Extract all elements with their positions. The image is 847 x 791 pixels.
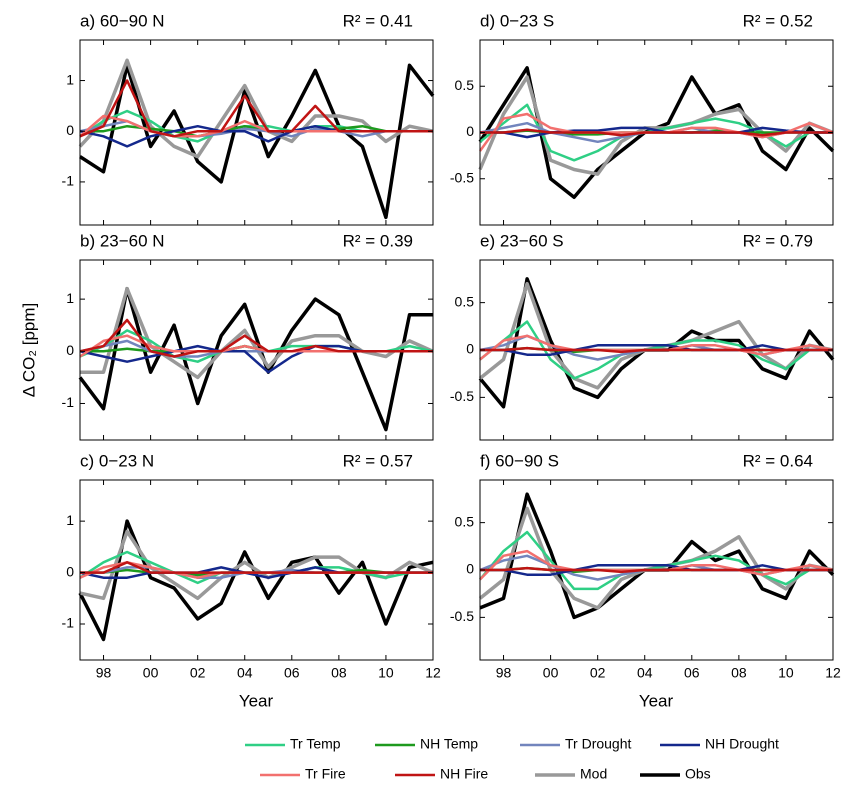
y-tick-label: 0 [466,341,474,357]
legend-label: Tr Fire [305,766,346,782]
y-tick-label: 1 [66,512,74,528]
series-line [480,564,833,576]
legend-label: NH Drought [705,736,779,752]
y-tick-label: 1 [66,290,74,306]
series-line [478,75,834,176]
legend-label: NH Temp [420,736,478,752]
series-line [80,561,433,574]
legend-label: Mod [580,766,607,782]
annotation: R² = 0.64 [743,451,813,470]
series-line [79,318,433,358]
x-tick-label: 12 [825,665,841,681]
x-axis-label: Year [639,691,674,710]
y-tick-label: -1 [62,615,75,631]
x-tick-label: 12 [425,665,441,681]
annotation: R² = 0.39 [343,231,413,250]
x-tick-label: 06 [284,665,300,681]
y-tick-label: -1 [62,394,75,410]
series-line [79,63,435,220]
y-tick-label: -1 [62,173,75,189]
y-tick-label: 0 [66,342,74,358]
panel-title: c) 0−23 N [80,451,154,470]
y-tick-label: 1 [66,71,74,87]
legend-label: Tr Drought [565,736,632,752]
y-tick-label: -0.5 [450,608,474,624]
y-tick-label: 0 [66,563,74,579]
series-line [78,58,434,159]
annotation: R² = 0.41 [343,11,413,30]
x-tick-label: 02 [590,665,606,681]
x-tick-label: 10 [378,665,394,681]
series-line [79,79,433,138]
plot-frame [79,39,434,226]
series-line [480,346,833,354]
plot-frame [479,39,834,226]
plot-frame [479,259,834,441]
annotation: R² = 0.57 [343,451,413,470]
plot-frame [79,259,434,441]
panel-title: e) 23−60 S [480,231,564,250]
x-tick-label: 98 [496,665,512,681]
plot-frame [479,479,834,661]
series-line [480,566,833,574]
plot-frame [79,479,434,661]
series-line [480,344,833,356]
x-axis-label: Year [239,691,274,710]
x-tick-label: 98 [96,665,112,681]
annotation: R² = 0.52 [743,11,813,30]
x-tick-label: 04 [237,665,253,681]
x-tick-label: 06 [684,665,700,681]
panel-title: d) 0−23 S [480,11,554,30]
panel-title: a) 60−90 N [80,11,165,30]
legend-label: Obs [685,766,711,782]
x-tick-label: 02 [190,665,206,681]
x-tick-label: 08 [331,665,347,681]
y-axis-label: Δ CO₂ [ppm] [19,303,38,397]
series-line [478,281,834,390]
y-tick-label: -0.5 [450,169,474,185]
x-tick-label: 04 [637,665,653,681]
x-tick-label: 00 [143,665,159,681]
y-tick-label: 0 [66,122,74,138]
y-tick-label: 0.5 [455,293,475,309]
y-tick-label: 0 [466,123,474,139]
legend-label: Tr Temp [290,736,341,752]
panel-title: f) 60−90 S [480,451,559,470]
series-line [479,530,833,591]
x-tick-label: 00 [543,665,559,681]
y-tick-label: -0.5 [450,388,474,404]
series-line [480,126,833,139]
legend-label: NH Fire [440,766,488,782]
annotation: R² = 0.79 [743,231,813,250]
x-tick-label: 08 [731,665,747,681]
y-tick-label: 0.5 [455,513,475,529]
series-line [480,128,833,137]
x-tick-label: 10 [778,665,794,681]
panel-title: b) 23−60 N [80,231,165,250]
y-tick-label: 0 [466,561,474,577]
series-line [78,286,433,432]
y-tick-label: 0.5 [455,77,475,93]
